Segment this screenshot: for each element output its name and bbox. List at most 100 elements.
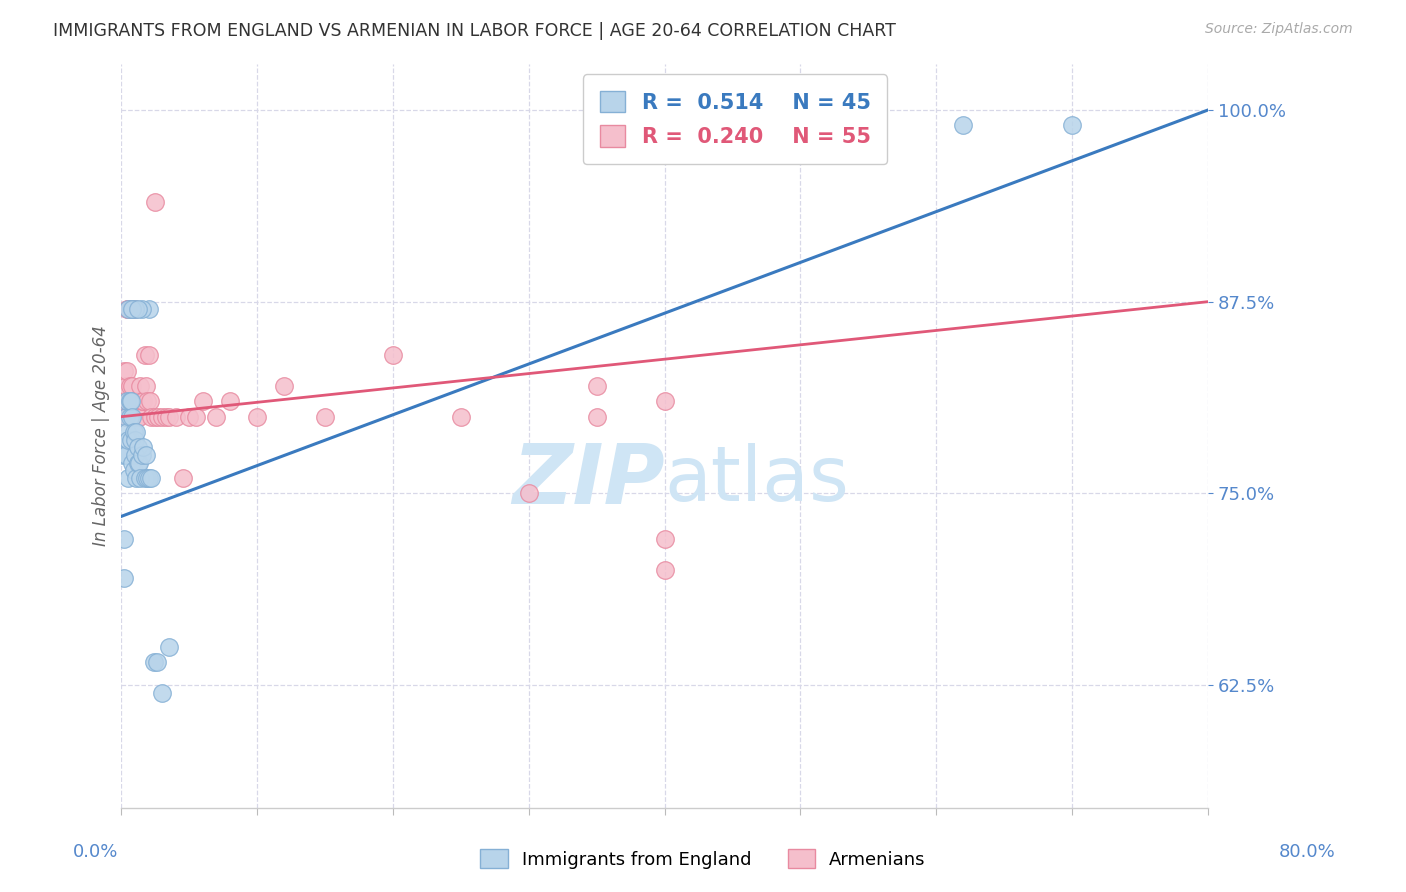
Point: [117, 471, 139, 485]
Text: Source: ZipAtlas.com: Source: ZipAtlas.com: [1205, 22, 1353, 37]
Point: [125, 425, 148, 439]
Point: [135, 379, 157, 393]
Point: [127, 456, 149, 470]
Point: [120, 394, 142, 409]
Point: [132, 440, 155, 454]
Point: [129, 379, 152, 393]
Point: [134, 348, 156, 362]
Point: [139, 394, 162, 409]
Point: [273, 379, 295, 393]
Point: [450, 409, 472, 424]
Legend: R =  0.514    N = 45, R =  0.240    N = 55: R = 0.514 N = 45, R = 0.240 N = 55: [583, 74, 887, 164]
Point: [117, 394, 139, 409]
Point: [122, 425, 145, 439]
Point: [141, 471, 163, 485]
Point: [141, 409, 163, 424]
Point: [150, 409, 173, 424]
Point: [115, 425, 138, 439]
Point: [115, 302, 138, 317]
Point: [118, 409, 141, 424]
Point: [114, 409, 136, 424]
Point: [184, 409, 207, 424]
Point: [150, 685, 173, 699]
Point: [120, 394, 142, 409]
Point: [138, 471, 160, 485]
Point: [138, 348, 160, 362]
Text: ZIP: ZIP: [512, 440, 665, 521]
Point: [117, 409, 139, 424]
Point: [124, 448, 146, 462]
Point: [517, 486, 540, 500]
Point: [115, 364, 138, 378]
Point: [127, 440, 149, 454]
Point: [382, 348, 405, 362]
Point: [127, 302, 149, 317]
Point: [122, 394, 145, 409]
Point: [157, 409, 180, 424]
Point: [124, 394, 146, 409]
Point: [1060, 119, 1083, 133]
Point: [585, 379, 607, 393]
Point: [114, 409, 136, 424]
Point: [131, 394, 153, 409]
Legend: Immigrants from England, Armenians: Immigrants from England, Armenians: [474, 842, 932, 876]
Point: [118, 394, 141, 409]
Point: [138, 302, 160, 317]
Point: [111, 394, 134, 409]
Text: 80.0%: 80.0%: [1279, 843, 1336, 861]
Point: [172, 471, 194, 485]
Point: [121, 302, 143, 317]
Point: [125, 471, 148, 485]
Point: [205, 409, 228, 424]
Point: [124, 302, 146, 317]
Point: [132, 394, 155, 409]
Point: [120, 433, 142, 447]
Point: [314, 409, 336, 424]
Point: [131, 302, 153, 317]
Point: [112, 364, 135, 378]
Point: [112, 571, 135, 585]
Point: [121, 379, 143, 393]
Point: [145, 195, 167, 210]
Point: [145, 655, 167, 669]
Point: [118, 379, 141, 393]
Point: [124, 433, 146, 447]
Y-axis label: In Labor Force | Age 20-64: In Labor Force | Age 20-64: [93, 326, 110, 546]
Point: [165, 409, 187, 424]
Point: [129, 471, 152, 485]
Text: 0.0%: 0.0%: [73, 843, 118, 861]
Point: [117, 302, 139, 317]
Point: [118, 302, 141, 317]
Point: [122, 463, 145, 477]
Point: [131, 448, 153, 462]
Point: [191, 394, 214, 409]
Point: [124, 409, 146, 424]
Point: [117, 302, 139, 317]
Text: atlas: atlas: [665, 443, 849, 517]
Point: [135, 448, 157, 462]
Point: [585, 409, 607, 424]
Point: [114, 379, 136, 393]
Point: [120, 394, 142, 409]
Point: [124, 302, 146, 317]
Point: [157, 640, 180, 654]
Point: [120, 302, 142, 317]
Point: [121, 302, 143, 317]
Point: [246, 409, 269, 424]
Point: [179, 409, 201, 424]
Point: [112, 533, 135, 547]
Point: [136, 394, 159, 409]
Point: [121, 456, 143, 470]
Point: [136, 471, 159, 485]
Point: [145, 409, 167, 424]
Point: [125, 409, 148, 424]
Point: [117, 433, 139, 447]
Point: [219, 394, 242, 409]
Point: [146, 409, 169, 424]
Point: [134, 471, 156, 485]
Point: [128, 409, 150, 424]
Point: [121, 409, 143, 424]
Text: IMMIGRANTS FROM ENGLAND VS ARMENIAN IN LABOR FORCE | AGE 20-64 CORRELATION CHART: IMMIGRANTS FROM ENGLAND VS ARMENIAN IN L…: [53, 22, 896, 40]
Point: [952, 119, 974, 133]
Point: [654, 394, 676, 409]
